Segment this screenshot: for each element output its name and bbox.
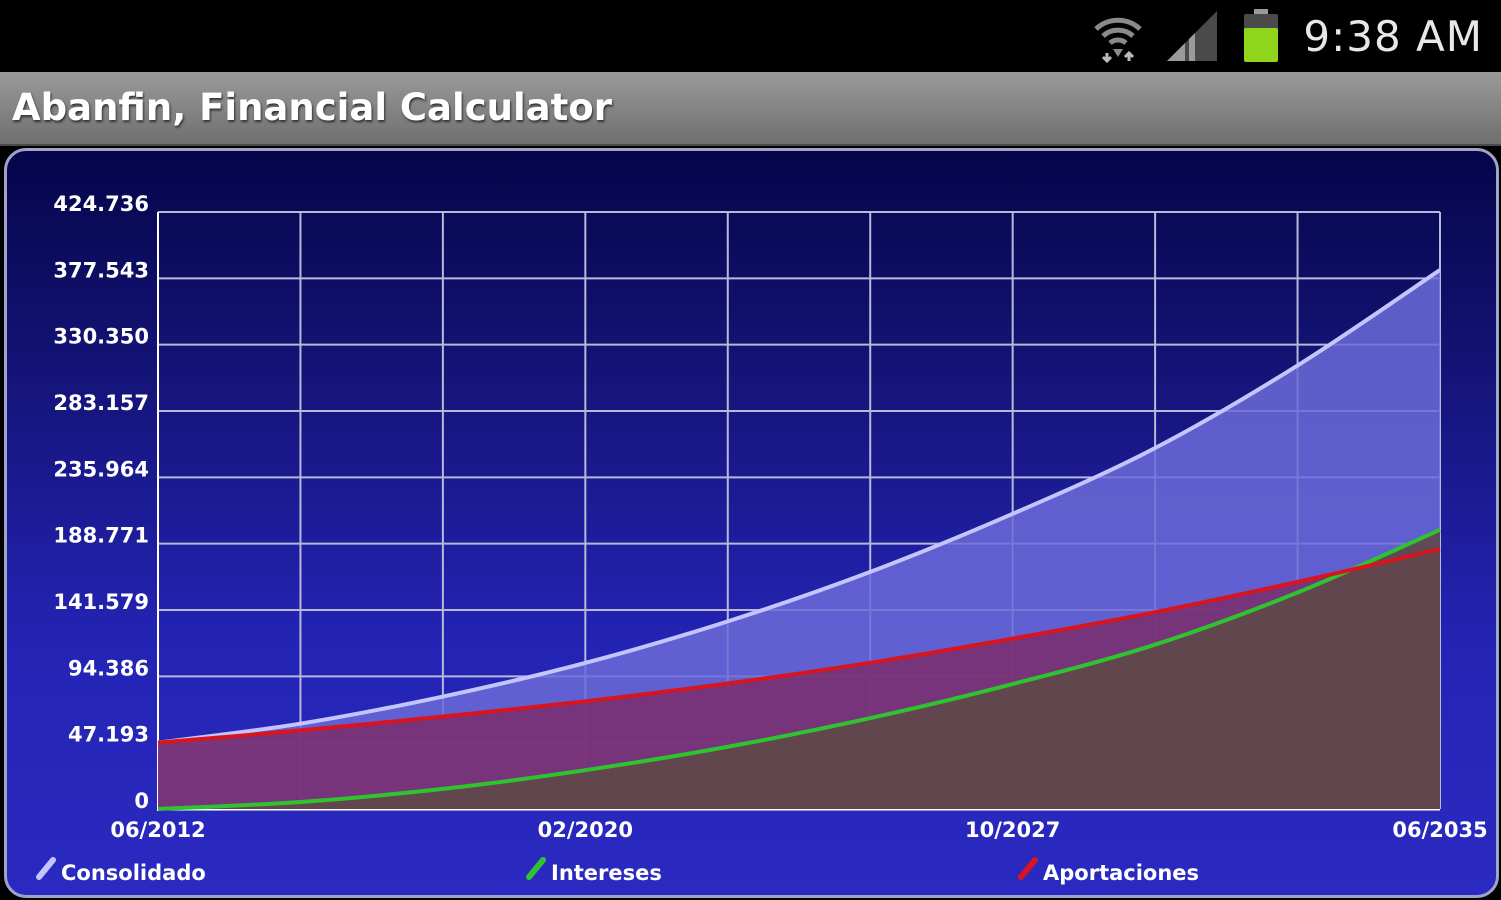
legend-item-consolidado: Consolidado: [36, 857, 206, 885]
legend-swatch: [36, 857, 56, 880]
series-line-consolidado: [157, 268, 1442, 745]
wifi-icon: [1094, 17, 1143, 63]
chart-areas: [158, 269, 1440, 809]
status-time: 9:38 AM: [1303, 11, 1483, 61]
y-tick-label: 47.193: [68, 723, 149, 747]
legend-swatch: [526, 857, 546, 880]
status-icons: 9:38 AM: [1093, 0, 1483, 72]
x-tick-label: 10/2027: [965, 818, 1060, 842]
legend-label: Consolidado: [61, 861, 206, 885]
y-tick-label: 188.771: [53, 524, 149, 548]
chart-lines: [157, 268, 1442, 811]
chart-legend: Consolidado Intereses Aportaciones: [36, 857, 1199, 885]
legend-item-aportaciones: Aportaciones: [1018, 857, 1199, 885]
y-tick-label: 330.350: [53, 325, 149, 349]
chart: 0 47.193 94.386 141.579 188.771 235.964 283.15…: [36, 192, 1488, 885]
series-line-aportaciones: [157, 547, 1441, 745]
x-tick-label: 06/2012: [110, 818, 205, 842]
legend-label: Intereses: [551, 861, 662, 885]
y-axis-ticks: 0 47.193 94.386 141.579 188.771 235.964 283.15…: [53, 192, 149, 813]
battery-icon: [1244, 9, 1279, 62]
x-axis-ticks: 06/2012 02/2020 10/2027 06/2035: [110, 818, 1487, 842]
action-bar: Abanfin, Financial Calculator: [0, 72, 1501, 146]
status-bar: 9:38 AM: [0, 0, 1501, 72]
chart-panel: 0 47.193 94.386 141.579 188.771 235.964 283.15…: [4, 148, 1499, 898]
y-tick-label: 377.543: [53, 258, 149, 282]
x-tick-label: 02/2020: [538, 818, 633, 842]
y-tick-label: 283.157: [53, 391, 149, 415]
legend-swatch: [1018, 857, 1038, 880]
x-tick-label: 06/2035: [1392, 818, 1487, 842]
y-tick-label: 0: [134, 789, 149, 813]
signal-icon: [1167, 11, 1218, 61]
series-line-intereses: [157, 528, 1441, 811]
area-intereses: [158, 529, 1440, 809]
legend-label: Aportaciones: [1043, 861, 1199, 885]
y-tick-label: 424.736: [53, 192, 149, 216]
legend-item-intereses: Intereses: [526, 857, 662, 885]
app-title: Abanfin, Financial Calculator: [12, 86, 612, 129]
y-tick-label: 94.386: [68, 656, 149, 680]
y-tick-label: 235.964: [53, 457, 149, 481]
y-tick-label: 141.579: [53, 590, 149, 614]
